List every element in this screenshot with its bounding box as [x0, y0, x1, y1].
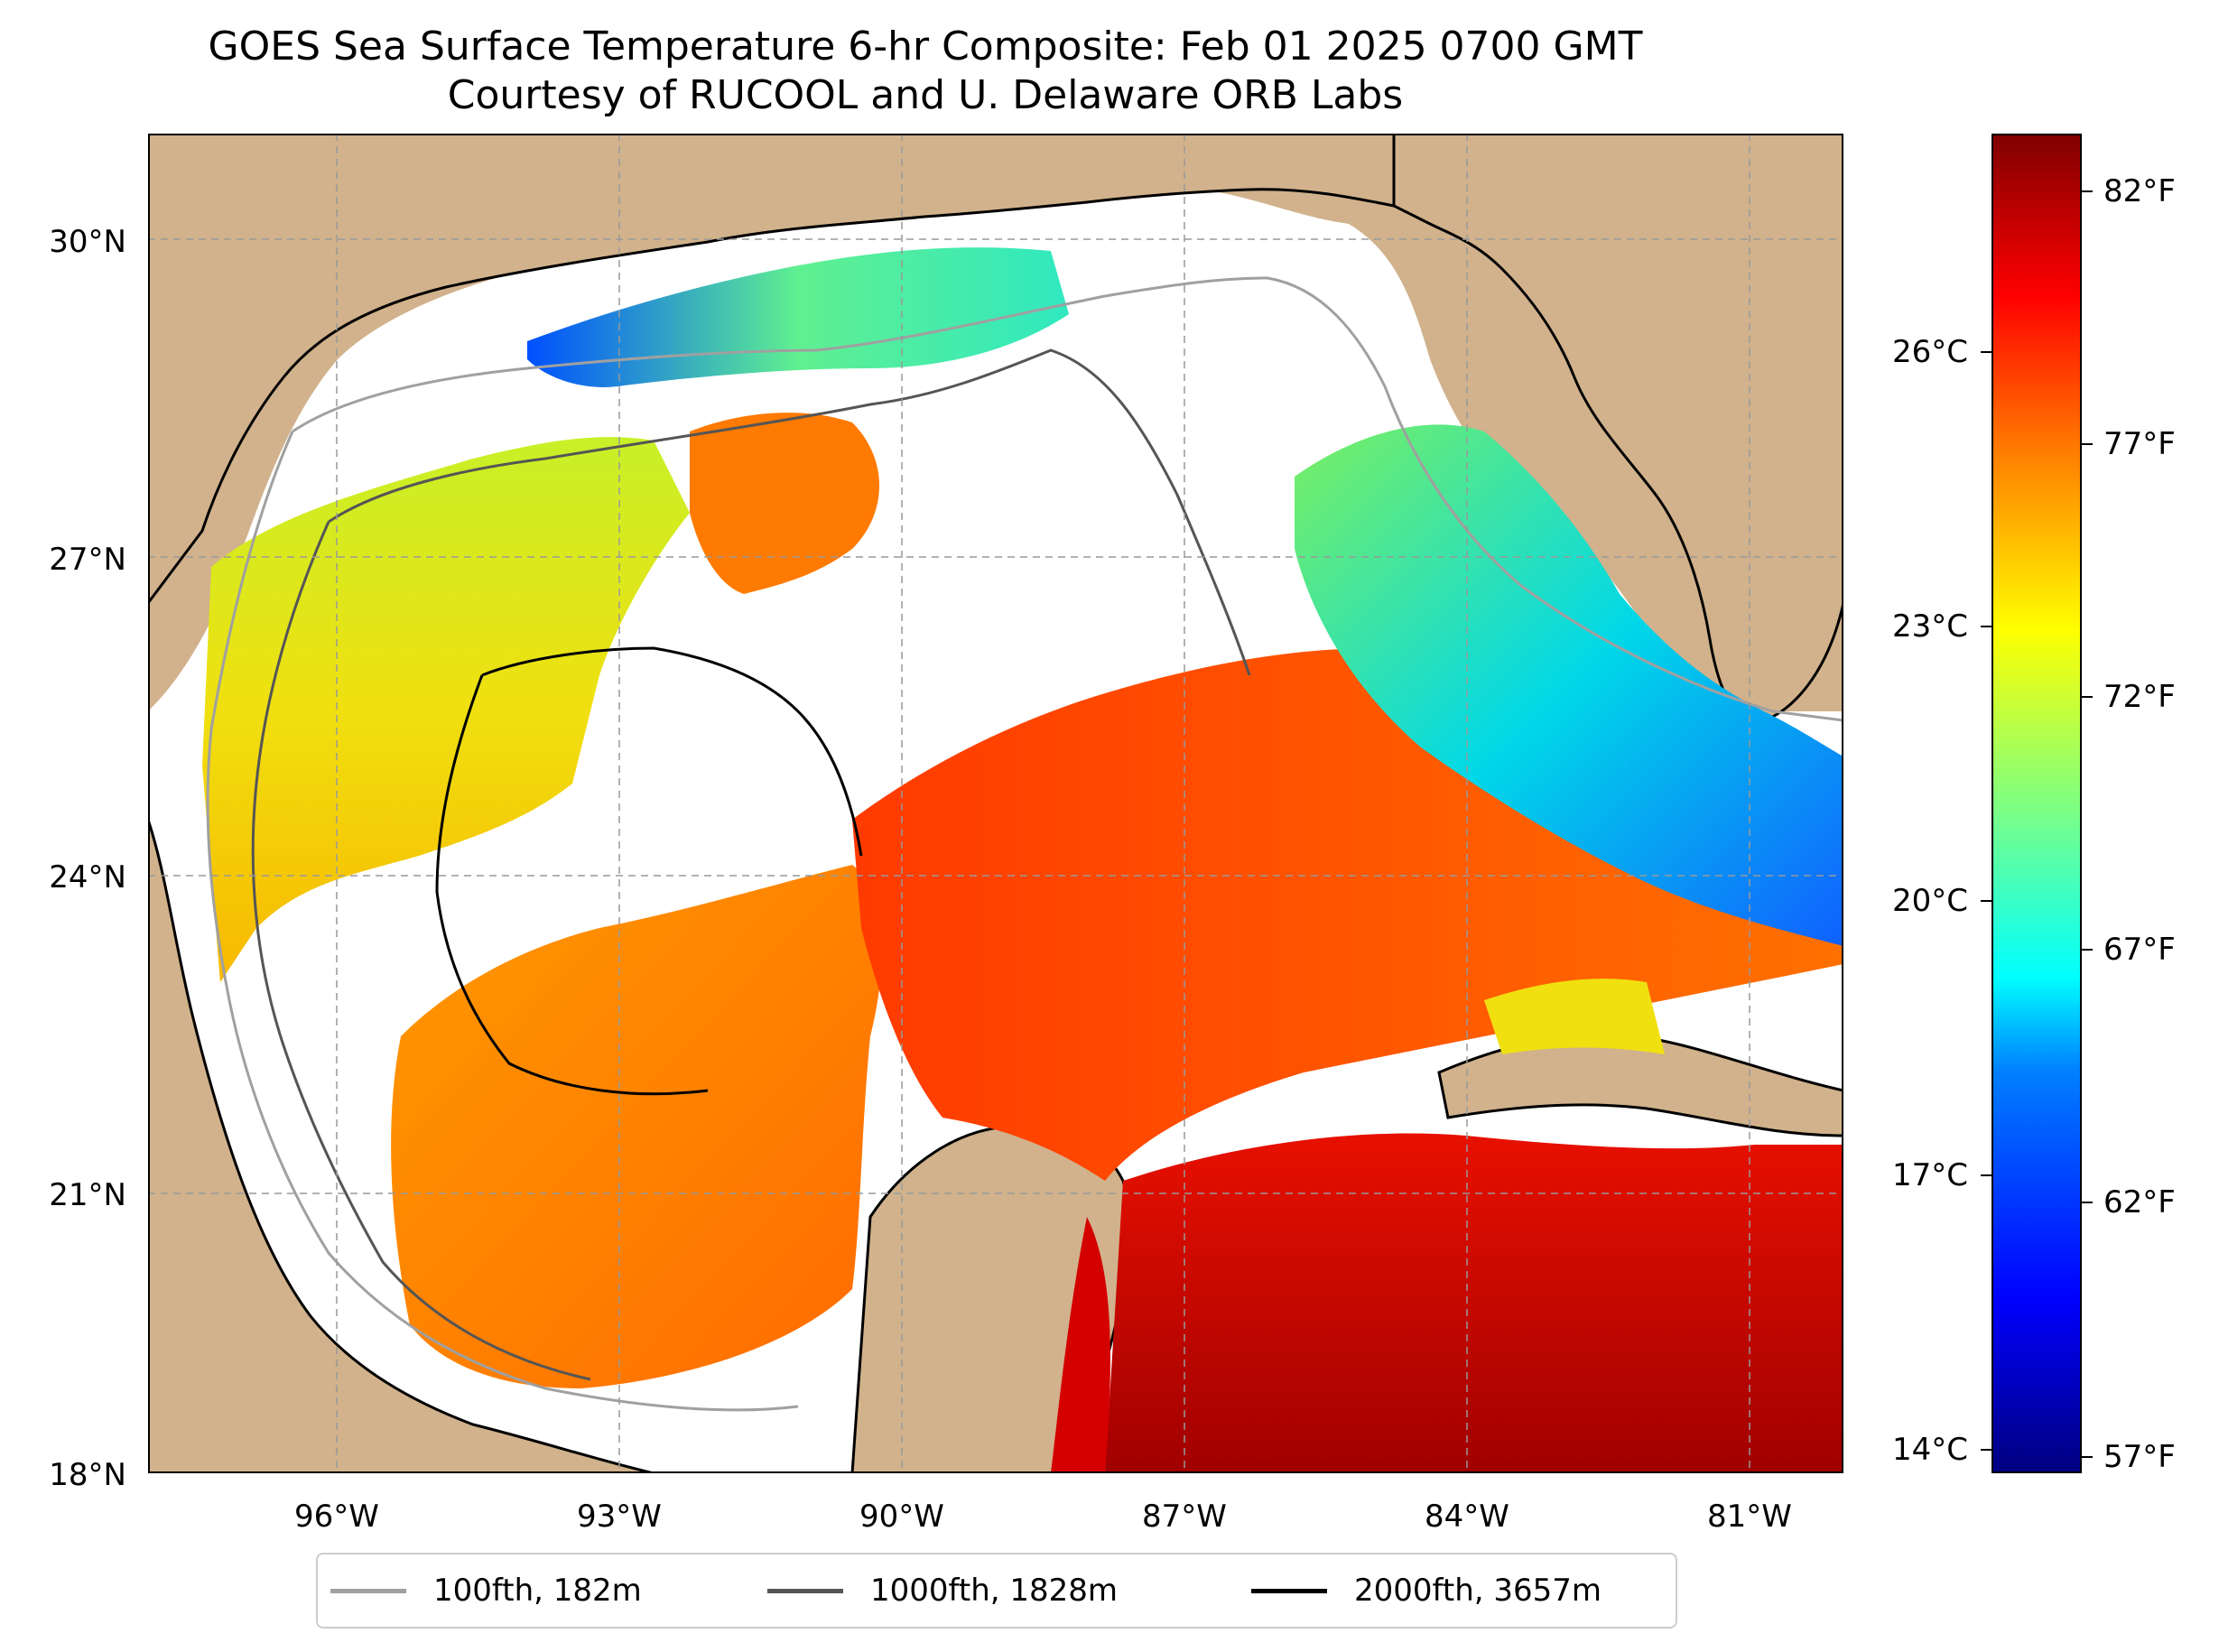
colorbar-c-tick-mark [1981, 626, 1992, 627]
sst-west-shelf [202, 437, 690, 982]
isobath-100fth [206, 276, 1843, 1412]
map-border [148, 134, 1843, 1473]
sst-florida-shelf [1295, 424, 1843, 946]
colorbar-tick-67f: 67°F [2103, 932, 2176, 968]
map-subtitle: Courtesy of RUCOOL and U. Delaware ORB L… [447, 72, 1404, 118]
lat-tick-30n: 30°N [49, 224, 126, 260]
lon-tick-93w: 93°W [577, 1499, 662, 1535]
colorbar-tick-26c: 26°C [1891, 334, 1968, 370]
sst-cuba-north [1484, 979, 1665, 1054]
legend-item-100fth: 100fth, 182m [330, 1555, 642, 1627]
legend-item-2000fth: 2000fth, 3657m [1251, 1555, 1602, 1627]
colorbar [1992, 134, 2082, 1473]
legend-item-1000fth: 1000fth, 1828m [767, 1555, 1118, 1627]
colorbar-f-tick-mark [2082, 443, 2093, 445]
lat-tick-21n: 21°N [49, 1177, 126, 1213]
isobath-1000fth [251, 348, 1251, 1381]
colorbar-f-tick-mark [2082, 696, 2093, 698]
gulf-of-mexico-map [148, 134, 1843, 1473]
colorbar-tick-62f: 62°F [2103, 1184, 2176, 1220]
florida-land [1392, 134, 1843, 723]
colorbar-tick-72f: 72°F [2103, 679, 2176, 715]
isobath-legend: 100fth, 182m 1000fth, 1828m 2000fth, 365… [316, 1553, 1677, 1629]
lon-tick-90w: 90°W [859, 1499, 944, 1535]
lon-tick-81w: 81°W [1707, 1499, 1792, 1535]
colorbar-tick-14c: 14°C [1891, 1432, 1968, 1468]
lat-tick-18n: 18°N [49, 1457, 126, 1493]
map-gridlines [148, 134, 1843, 1473]
map-panel [148, 134, 1843, 1473]
sst-caribbean [1105, 1133, 1843, 1473]
us-north-land [148, 134, 1396, 606]
colorbar-f-tick-mark [2082, 949, 2093, 951]
sst-south-central [391, 865, 883, 1388]
colorbar-f-tick-mark [2082, 1456, 2093, 1458]
sst-north [527, 247, 1069, 387]
lat-tick-27n: 27°N [49, 542, 126, 578]
colorbar-c-tick-mark [1981, 900, 1992, 902]
lon-tick-96w: 96°W [294, 1499, 379, 1535]
colorbar-tick-17c: 17°C [1891, 1157, 1968, 1193]
map-title: GOES Sea Surface Temperature 6-hr Compos… [208, 23, 1643, 70]
legend-label-1000fth: 1000fth, 1828m [870, 1573, 1119, 1609]
legend-label-2000fth: 2000fth, 3657m [1354, 1573, 1602, 1609]
sst-loop-current [690, 413, 879, 594]
colorbar-tick-82f: 82°F [2103, 173, 2176, 209]
colorbar-c-tick-mark [1981, 351, 1992, 353]
legend-swatch-2000fth [1251, 1588, 1327, 1593]
mexico-land [148, 819, 655, 1473]
colorbar-tick-77f: 77°F [2103, 426, 2176, 462]
colorbar-tick-23c: 23°C [1891, 608, 1968, 645]
lon-tick-87w: 87°W [1142, 1499, 1227, 1535]
colorbar-f-tick-mark [2082, 1202, 2093, 1203]
colorbar-tick-20c: 20°C [1891, 883, 1968, 919]
colorbar-c-tick-mark [1981, 1449, 1992, 1451]
colorbar-c-tick-mark [1981, 1174, 1992, 1176]
colorbar-f-tick-mark [2082, 190, 2093, 192]
sst-yucatan-channel [1051, 1217, 1110, 1473]
lon-tick-84w: 84°W [1425, 1499, 1509, 1535]
legend-label-100fth: 100fth, 182m [433, 1573, 642, 1609]
legend-swatch-1000fth [767, 1588, 843, 1593]
lat-tick-24n: 24°N [49, 859, 126, 896]
colorbar-tick-57f: 57°F [2103, 1439, 2176, 1475]
isobath-2000fth [435, 646, 863, 1096]
legend-swatch-100fth [330, 1588, 406, 1593]
